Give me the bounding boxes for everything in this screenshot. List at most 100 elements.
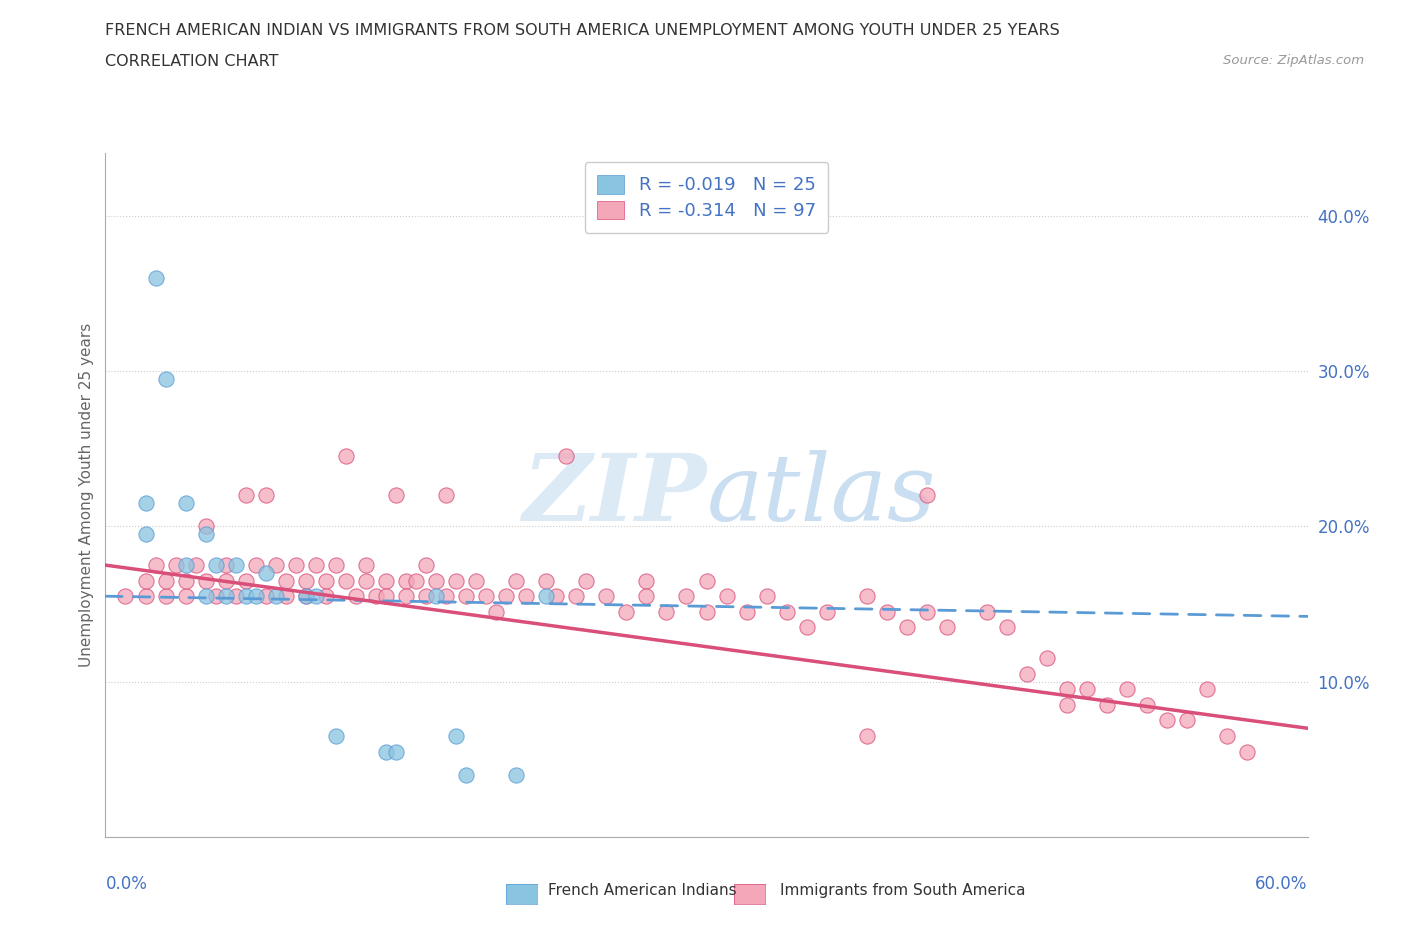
Point bbox=[415, 558, 437, 573]
Text: Immigrants from South America: Immigrants from South America bbox=[780, 884, 1026, 898]
Point bbox=[274, 589, 297, 604]
Point bbox=[214, 589, 236, 604]
Point bbox=[364, 589, 387, 604]
Point bbox=[1056, 698, 1078, 712]
Point bbox=[1216, 728, 1239, 743]
Point bbox=[675, 589, 697, 604]
Point bbox=[915, 488, 938, 503]
Point bbox=[796, 619, 818, 634]
Point bbox=[245, 589, 267, 604]
Point bbox=[254, 488, 277, 503]
Point bbox=[194, 589, 217, 604]
Point bbox=[315, 573, 337, 588]
Text: ZIP: ZIP bbox=[522, 450, 707, 540]
Point bbox=[295, 589, 318, 604]
Point bbox=[1156, 713, 1178, 728]
Point bbox=[184, 558, 207, 573]
Point bbox=[374, 744, 398, 759]
Point bbox=[555, 449, 578, 464]
Point bbox=[696, 573, 718, 588]
Point bbox=[995, 619, 1018, 634]
Point bbox=[335, 449, 357, 464]
Text: 60.0%: 60.0% bbox=[1256, 874, 1308, 893]
Text: FRENCH AMERICAN INDIAN VS IMMIGRANTS FROM SOUTH AMERICA UNEMPLOYMENT AMONG YOUTH: FRENCH AMERICAN INDIAN VS IMMIGRANTS FRO… bbox=[105, 23, 1060, 38]
Point bbox=[264, 589, 287, 604]
Point bbox=[475, 589, 498, 604]
Y-axis label: Unemployment Among Youth under 25 years: Unemployment Among Youth under 25 years bbox=[79, 323, 94, 668]
Point bbox=[716, 589, 738, 604]
Point bbox=[204, 589, 226, 604]
Point bbox=[434, 589, 457, 604]
Point bbox=[374, 589, 398, 604]
Point bbox=[565, 589, 588, 604]
Point bbox=[204, 558, 226, 573]
Point bbox=[174, 558, 197, 573]
Point bbox=[444, 728, 467, 743]
Point bbox=[155, 573, 177, 588]
Point bbox=[575, 573, 598, 588]
Text: atlas: atlas bbox=[707, 450, 936, 540]
Point bbox=[174, 589, 197, 604]
Point bbox=[915, 604, 938, 619]
Point bbox=[1097, 698, 1119, 712]
Text: CORRELATION CHART: CORRELATION CHART bbox=[105, 54, 278, 69]
Point bbox=[245, 558, 267, 573]
Point bbox=[135, 496, 157, 511]
Point bbox=[515, 589, 537, 604]
Point bbox=[755, 589, 778, 604]
Point bbox=[174, 573, 197, 588]
Point bbox=[454, 767, 477, 782]
Point bbox=[155, 371, 177, 386]
Point bbox=[155, 589, 177, 604]
Point bbox=[174, 496, 197, 511]
Point bbox=[595, 589, 617, 604]
Point bbox=[425, 589, 447, 604]
Point bbox=[135, 573, 157, 588]
Point bbox=[505, 573, 527, 588]
Point bbox=[214, 558, 236, 573]
Point bbox=[855, 589, 877, 604]
Point bbox=[495, 589, 517, 604]
Point bbox=[235, 488, 257, 503]
Point bbox=[655, 604, 678, 619]
Point bbox=[114, 589, 136, 604]
Point bbox=[425, 573, 447, 588]
Point bbox=[135, 589, 157, 604]
Point bbox=[855, 728, 877, 743]
Point bbox=[546, 589, 568, 604]
Point bbox=[1056, 682, 1078, 697]
Point bbox=[936, 619, 959, 634]
Point bbox=[896, 619, 918, 634]
Point bbox=[735, 604, 758, 619]
Point bbox=[616, 604, 638, 619]
Point bbox=[1076, 682, 1098, 697]
Point bbox=[1116, 682, 1139, 697]
Point bbox=[395, 573, 418, 588]
Point bbox=[465, 573, 488, 588]
Point bbox=[344, 589, 367, 604]
Point bbox=[335, 573, 357, 588]
Point bbox=[264, 558, 287, 573]
Legend: R = -0.019   N = 25, R = -0.314   N = 97: R = -0.019 N = 25, R = -0.314 N = 97 bbox=[585, 163, 828, 232]
Point bbox=[225, 558, 247, 573]
Point bbox=[254, 565, 277, 580]
Point bbox=[385, 488, 408, 503]
Point bbox=[145, 558, 167, 573]
Point bbox=[1036, 651, 1059, 666]
Point bbox=[235, 573, 257, 588]
Point bbox=[385, 744, 408, 759]
Point bbox=[405, 573, 427, 588]
Text: French American Indians: French American Indians bbox=[548, 884, 737, 898]
Point bbox=[485, 604, 508, 619]
Point bbox=[284, 558, 307, 573]
Point bbox=[696, 604, 718, 619]
Text: 0.0%: 0.0% bbox=[105, 874, 148, 893]
Point bbox=[444, 573, 467, 588]
Point bbox=[505, 767, 527, 782]
Point bbox=[374, 573, 398, 588]
Point bbox=[876, 604, 898, 619]
Point bbox=[305, 589, 328, 604]
Point bbox=[1136, 698, 1159, 712]
Point bbox=[295, 573, 318, 588]
Point bbox=[636, 573, 658, 588]
